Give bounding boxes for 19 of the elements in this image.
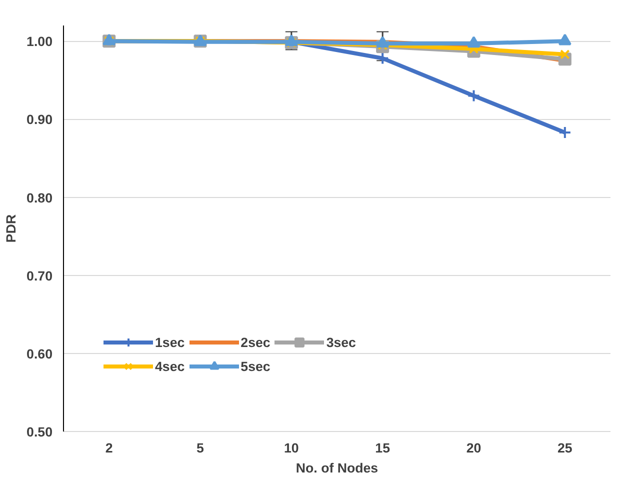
y-tick-label: 0.80 bbox=[26, 190, 53, 206]
y-tick-label: 0.50 bbox=[26, 424, 53, 440]
x-tick-label: 25 bbox=[558, 440, 573, 456]
x-tick-label: 20 bbox=[466, 440, 482, 456]
legend-label: 2sec bbox=[240, 334, 270, 350]
legend-label: 3sec bbox=[326, 334, 356, 350]
y-tick-label: 0.60 bbox=[26, 346, 53, 362]
legend-label: 1sec bbox=[155, 334, 185, 350]
x-tick-label: 2 bbox=[105, 440, 113, 456]
y-axis-title: PDR bbox=[4, 214, 19, 243]
y-tick-label: 1.00 bbox=[26, 34, 53, 50]
x-tick-label: 5 bbox=[196, 440, 205, 456]
legend-label: 5sec bbox=[240, 358, 270, 374]
legend-label: 4sec bbox=[155, 358, 185, 374]
x-tick-label: 10 bbox=[284, 440, 299, 456]
x-tick-label: 15 bbox=[375, 440, 391, 456]
x-axis-title: No. of Nodes bbox=[296, 460, 378, 476]
y-tick-label: 0.70 bbox=[26, 268, 53, 284]
y-tick-label: 0.90 bbox=[26, 112, 53, 128]
